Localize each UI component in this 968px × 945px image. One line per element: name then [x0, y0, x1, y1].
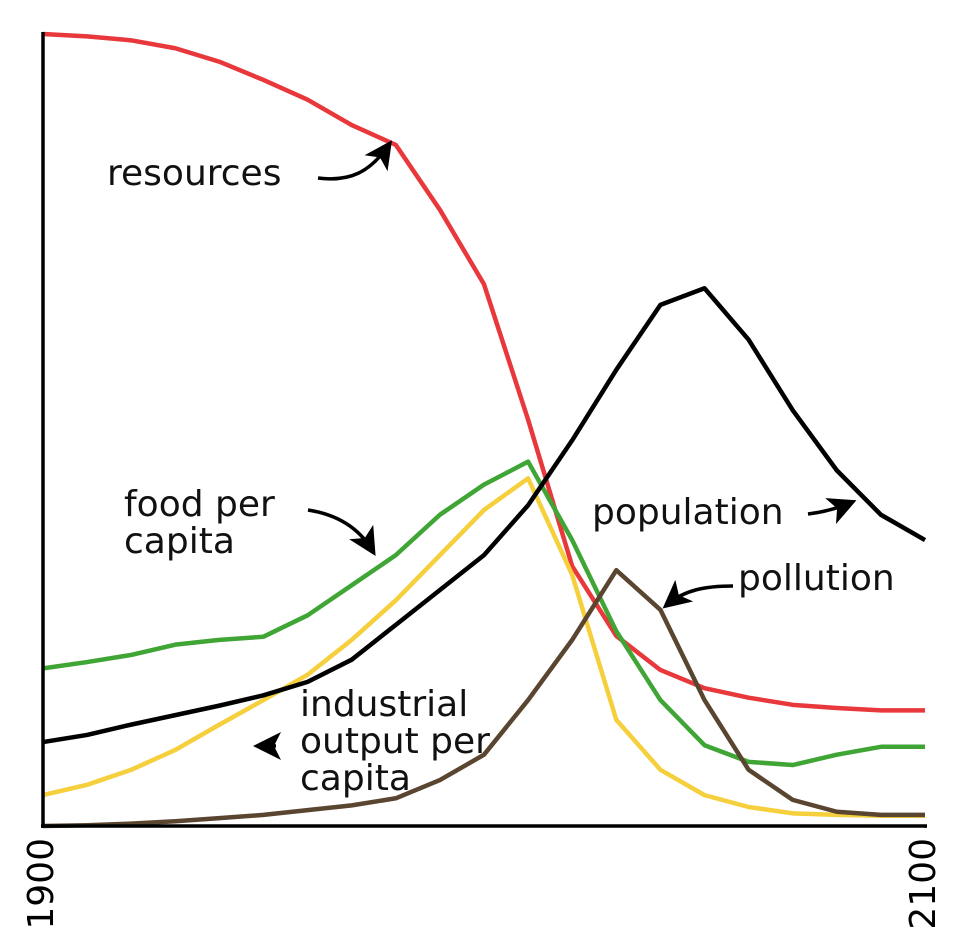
- series-line: [42, 476, 925, 818]
- series-label: industrial output per capita: [300, 684, 490, 799]
- series-line: [42, 459, 925, 768]
- series-label: food per capita: [124, 484, 275, 562]
- x-tick-label: 2100: [903, 838, 944, 930]
- series-line: [42, 567, 925, 829]
- annotation-arrow: [807, 498, 857, 524]
- annotation-arrow: [317, 140, 392, 181]
- series-label: resources: [107, 153, 282, 194]
- series-label: pollution: [738, 558, 895, 599]
- annotation-arrow: [307, 508, 376, 557]
- series-label: population: [592, 492, 784, 533]
- annotation-arrow: [662, 579, 734, 609]
- series-line: [42, 31, 925, 713]
- series-line: [42, 285, 927, 745]
- x-tick-label: 1900: [21, 838, 62, 930]
